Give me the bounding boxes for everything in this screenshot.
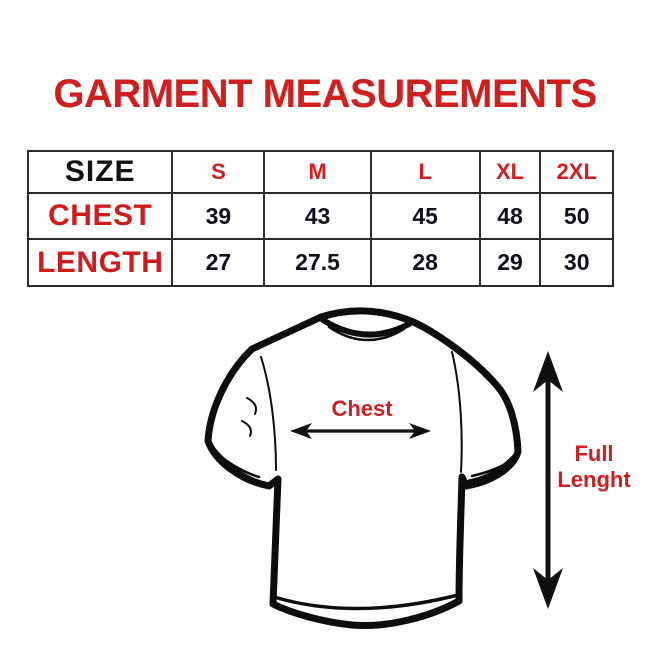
length-value-l: 28	[369, 238, 481, 287]
chest-row-label: CHEST	[26, 192, 174, 240]
size-col-2xl: 2XL	[539, 150, 614, 194]
table-row: LENGTH 27 27.5 28 29 30	[26, 238, 614, 287]
size-col-l: L	[369, 150, 481, 194]
size-header-cell: SIZE	[26, 150, 174, 194]
chest-value-m: 43	[263, 192, 372, 240]
chest-arrow-label: Chest	[331, 396, 393, 421]
table-row: CHEST 39 43 45 48 50	[26, 192, 614, 240]
chest-value-s: 39	[171, 192, 266, 240]
full-length-arrow	[533, 351, 563, 609]
chest-value-2xl: 50	[539, 192, 614, 240]
size-col-m: M	[263, 150, 372, 194]
tshirt-outline-drawing	[204, 307, 522, 630]
length-value-xl: 29	[478, 238, 542, 287]
chest-value-l: 45	[369, 192, 481, 240]
length-row-label: LENGTH	[26, 238, 174, 287]
full-length-label-line1: Full	[574, 441, 614, 466]
chest-arrow	[290, 423, 431, 439]
length-value-m: 27.5	[263, 238, 372, 287]
full-length-label-line2: Lenght	[557, 467, 631, 492]
full-length-arrow-label: Full Lenght	[548, 441, 640, 493]
table-row: SIZE S M L XL 2XL	[26, 150, 614, 194]
length-value-s: 27	[171, 238, 266, 287]
chest-value-xl: 48	[478, 192, 542, 240]
size-col-xl: XL	[478, 150, 542, 194]
measurements-table: SIZE S M L XL 2XL CHEST 39 43 45 48 50 L…	[26, 150, 614, 287]
size-col-s: S	[171, 150, 266, 194]
page-title: GARMENT MEASUREMENTS	[53, 72, 597, 116]
length-value-2xl: 30	[539, 238, 614, 287]
